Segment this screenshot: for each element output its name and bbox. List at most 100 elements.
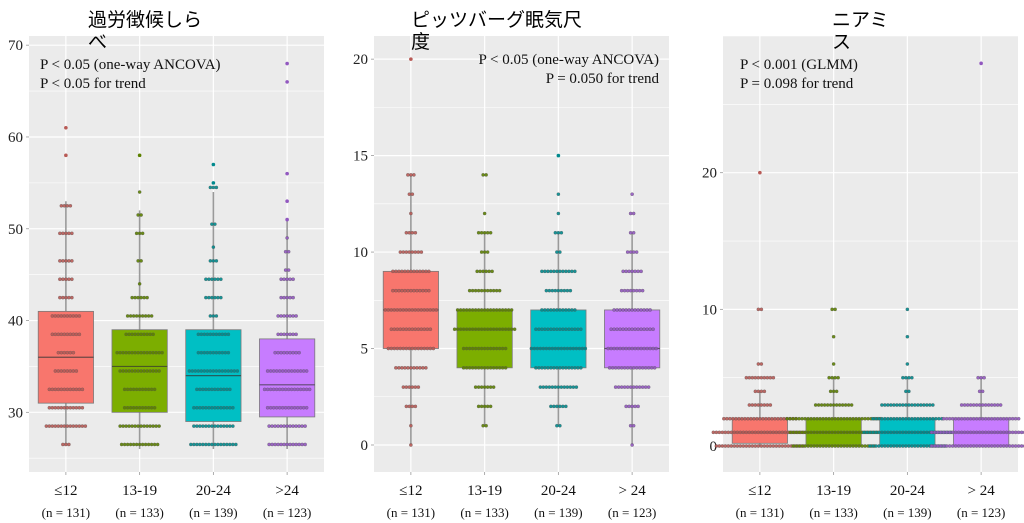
data-dot: [843, 403, 848, 407]
data-dot: [421, 366, 425, 370]
data-dot: [762, 375, 767, 380]
data-dot: [857, 416, 861, 421]
data-dot: [561, 366, 565, 370]
data-dot: [467, 366, 472, 370]
data-dot: [901, 375, 905, 380]
data-dot: [815, 416, 819, 421]
data-dot: [467, 346, 472, 351]
data-dot: [842, 416, 846, 421]
data-dot: [931, 416, 935, 421]
data-dot: [50, 314, 55, 318]
data-dot: [818, 444, 822, 448]
data-dot: [61, 295, 65, 300]
data-dot: [962, 403, 967, 407]
data-dot: [648, 346, 652, 351]
data-dot: [419, 346, 424, 351]
data-dot: [481, 269, 485, 274]
data-dot: [70, 231, 74, 236]
data-dot: [413, 231, 418, 235]
data-dot: [500, 327, 505, 331]
box-group-1: [382, 57, 439, 447]
data-dot: [639, 346, 643, 351]
data-dot: [636, 327, 640, 331]
data-dot: [64, 295, 68, 300]
data-dot: [291, 350, 295, 355]
data-dot: [140, 314, 145, 318]
data-dot: [476, 385, 481, 389]
data-dot: [488, 366, 493, 370]
data-dot: [880, 403, 884, 407]
data-dot: [214, 369, 219, 373]
data-dot: [482, 288, 487, 293]
data-dot: [485, 327, 490, 331]
y-tick-label: 0: [710, 439, 718, 455]
data-dot: [529, 346, 534, 351]
data-dot: [976, 375, 980, 380]
data-dot: [773, 416, 777, 421]
data-dot: [274, 369, 279, 373]
data-dot: [755, 416, 759, 421]
data-dot: [636, 269, 640, 274]
data-dot: [732, 430, 737, 435]
data-dot: [553, 346, 558, 351]
data-dot: [842, 444, 846, 448]
data-dot: [723, 430, 728, 435]
data-dot: [977, 416, 982, 421]
data-dot: [643, 366, 648, 370]
data-dot: [131, 442, 136, 447]
data-dot: [418, 269, 422, 274]
data-dot: [458, 327, 463, 331]
data-dot: [874, 444, 878, 448]
data-dot: [288, 295, 292, 300]
data-dot: [630, 346, 634, 351]
data-dot: [866, 416, 870, 421]
data-dot: [889, 403, 893, 407]
data-dot: [148, 424, 152, 428]
data-dot: [652, 366, 657, 370]
outlier-point: [758, 170, 762, 175]
data-dot: [759, 362, 764, 366]
data-dot: [848, 444, 852, 448]
data-dot: [199, 369, 204, 373]
data-dot: [732, 444, 737, 448]
data-dot: [717, 444, 722, 448]
data-dot: [146, 314, 151, 318]
data-dot: [797, 416, 801, 421]
data-dot: [279, 350, 283, 355]
data-dot: [222, 424, 226, 428]
data-dot: [549, 327, 553, 331]
data-dot: [276, 332, 280, 337]
data-dot: [210, 277, 214, 281]
data-dot: [544, 385, 549, 389]
data-dot: [124, 369, 128, 373]
data-dot: [561, 308, 565, 312]
data-dot: [625, 288, 630, 293]
data-dot: [140, 231, 145, 236]
data-dot: [488, 404, 493, 409]
data-dot: [424, 269, 428, 274]
data-dot: [295, 405, 300, 410]
data-dot: [555, 250, 559, 254]
data-dot: [220, 332, 225, 337]
data-dot: [768, 444, 773, 448]
data-dot: [848, 416, 852, 421]
data-dot: [207, 277, 211, 281]
data-dot: [128, 442, 133, 447]
data-dot: [142, 369, 146, 373]
data-dot: [292, 405, 297, 410]
data-dot: [482, 327, 487, 331]
data-dot: [889, 430, 893, 435]
data-dot: [768, 430, 773, 435]
data-dot: [625, 385, 630, 389]
data-dot: [974, 444, 979, 448]
data-dot: [476, 288, 481, 293]
data-dot: [561, 404, 565, 409]
data-dot: [919, 416, 923, 421]
data-dot: [428, 308, 433, 312]
data-dot: [50, 405, 55, 410]
data-dot: [1004, 416, 1009, 421]
data-dot: [797, 430, 801, 435]
data-dot: [422, 327, 427, 331]
data-dot: [574, 346, 579, 351]
data-dot: [562, 288, 567, 293]
